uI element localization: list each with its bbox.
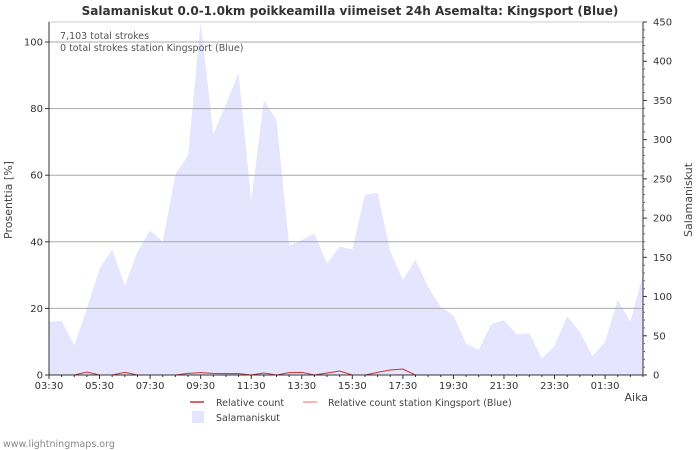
x-tick-label: 23:30 xyxy=(540,381,569,392)
x-tick-label: 05:30 xyxy=(85,381,114,392)
y-tick-label: 40 xyxy=(30,237,43,248)
y-tick-label: 20 xyxy=(30,304,43,315)
chart-title: Salamaniskut 0.0-1.0km poikkeamilla viim… xyxy=(82,4,619,18)
y2-tick-label: 150 xyxy=(653,253,672,264)
y2-tick-label: 0 xyxy=(653,371,659,382)
gridlines xyxy=(49,41,643,309)
annotation-total-strokes: 7,103 total strokes xyxy=(60,31,149,42)
x-tick-label: 13:30 xyxy=(287,381,316,392)
tick-labels: 0 20 40 60 80 100 0 50 100 150 200 250 300 350 400 450 0… xyxy=(24,18,672,393)
x-tick-label: 15:30 xyxy=(338,381,367,392)
axes xyxy=(45,21,647,379)
legend-label-relative-count-station: Relative count station Kingsport (Blue) xyxy=(328,398,512,409)
x-tick-label: 07:30 xyxy=(136,381,165,392)
x-tick-label: 01:30 xyxy=(591,381,620,392)
x-axis-label: Aika xyxy=(625,391,649,404)
y-axis-label: Prosenttia [%] xyxy=(2,161,15,239)
annotation-station-strokes: 0 total strokes station Kingsport (Blue) xyxy=(60,43,243,54)
legend-label-relative-count: Relative count xyxy=(216,398,284,409)
legend: Relative count Relative count station Ki… xyxy=(190,398,512,424)
x-tick-label: 17:30 xyxy=(388,381,417,392)
y2-axis-label: Salamaniskut xyxy=(682,162,695,237)
y2-tick-label: 250 xyxy=(653,174,672,185)
x-tick-label: 19:30 xyxy=(439,381,468,392)
site-credit: www.lightningmaps.org xyxy=(3,439,115,450)
y2-tick-label: 50 xyxy=(653,331,666,342)
y2-tick-label: 200 xyxy=(653,214,672,225)
x-tick-label: 09:30 xyxy=(186,381,215,392)
area-series-layer xyxy=(49,22,643,375)
legend-swatch-salamaniskut xyxy=(192,411,204,423)
y-tick-label: 0 xyxy=(37,371,43,382)
y-tick-label: 100 xyxy=(24,37,43,48)
series-area-salamaniskut xyxy=(49,22,643,375)
y-tick-label: 80 xyxy=(30,104,43,115)
legend-label-salamaniskut: Salamaniskut xyxy=(216,413,280,424)
x-tick-label: 03:30 xyxy=(35,381,64,392)
y2-tick-label: 400 xyxy=(653,57,672,68)
x-tick-label: 21:30 xyxy=(490,381,519,392)
x-tick-label: 11:30 xyxy=(237,381,266,392)
y2-tick-label: 450 xyxy=(653,18,672,29)
y2-tick-label: 300 xyxy=(653,135,672,146)
y-tick-label: 60 xyxy=(30,171,43,182)
y2-tick-label: 100 xyxy=(653,292,672,303)
y2-tick-label: 350 xyxy=(653,96,672,107)
